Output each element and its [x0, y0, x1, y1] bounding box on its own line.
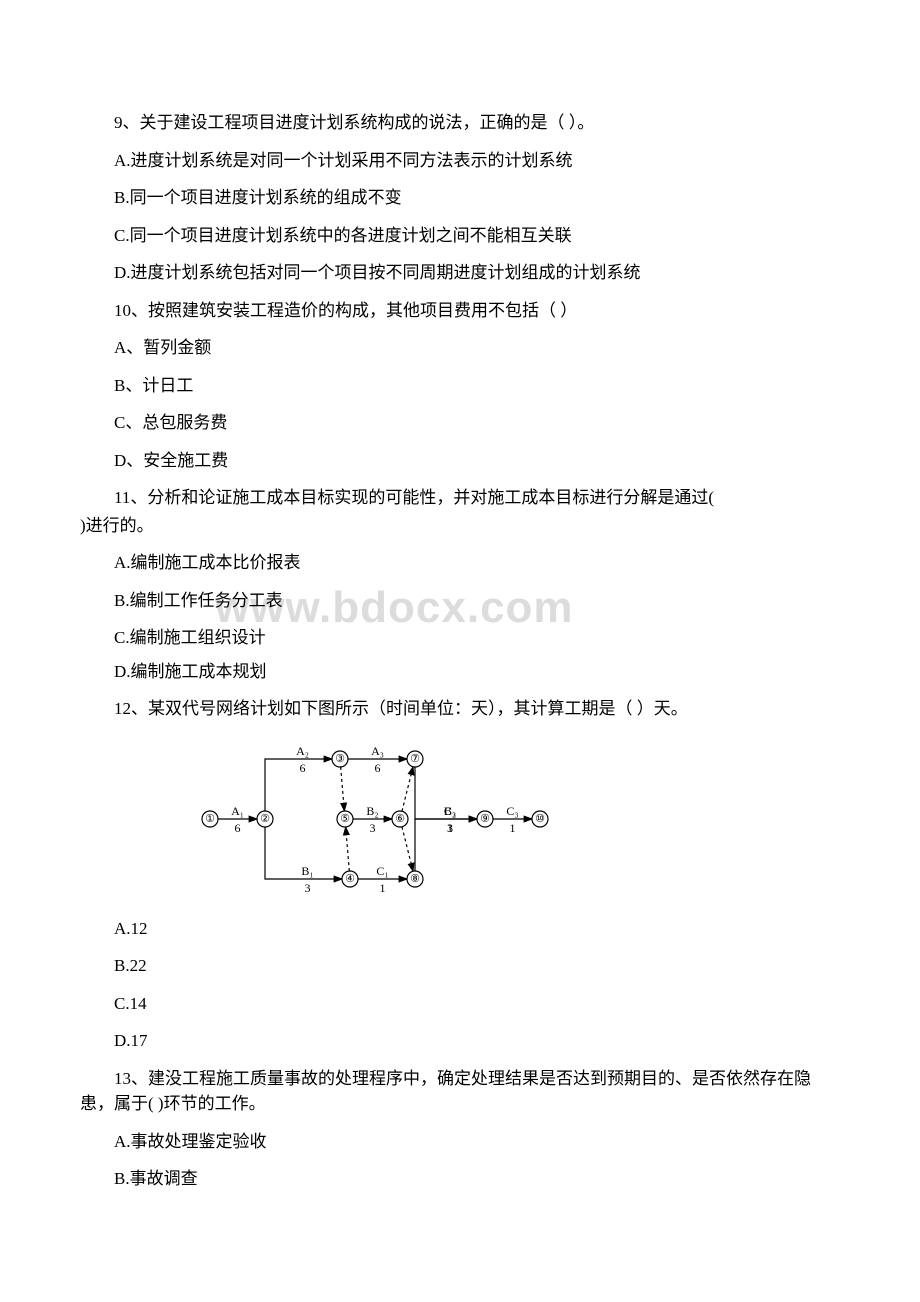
svg-text:C₁: C₁: [376, 864, 388, 878]
q12-option-b: B.22: [80, 953, 840, 979]
q9-option-b: B.同一个项目进度计划系统的组成不变: [80, 185, 840, 211]
svg-text:A₃: A₃: [371, 744, 384, 758]
document-content: 9、关于建设工程项目进度计划系统构成的说法，正确的是（ ）。 A.进度计划系统是…: [80, 110, 840, 1192]
svg-text:④: ④: [345, 873, 355, 885]
q13-option-b: B.事故调查: [80, 1166, 840, 1192]
q10-option-c: C、总包服务费: [80, 410, 840, 436]
svg-text:6: 6: [235, 821, 241, 835]
svg-text:①: ①: [205, 813, 215, 825]
svg-text:3: 3: [305, 881, 311, 895]
svg-text:⑩: ⑩: [535, 813, 545, 825]
q13-option-a: A.事故处理鉴定验收: [80, 1129, 840, 1155]
q10-option-a: A、暂列金额: [80, 335, 840, 361]
svg-text:B₁: B₁: [301, 864, 313, 878]
q12-option-a: A.12: [80, 916, 840, 942]
q9-stem: 9、关于建设工程项目进度计划系统构成的说法，正确的是（ ）。: [80, 110, 840, 136]
q11-option-c: C.编制施工组织设计: [80, 625, 840, 651]
q9-option-c: C.同一个项目进度计划系统中的各进度计划之间不能相互关联: [80, 223, 840, 249]
svg-text:A₁: A₁: [231, 804, 244, 818]
q13-stem: 13、建没工程施工质量事故的处理程序中，确定处理结果是否达到预期目的、是否依然存…: [80, 1066, 840, 1117]
q11-stem-line1: 11、分析和论证施工成本目标实现的可能性，并对施工成本目标进行分解是通过(: [80, 485, 840, 511]
q12-option-c: C.14: [80, 991, 840, 1017]
q11-option-d: D.编制施工成本规划: [80, 659, 840, 685]
q11-stem-line2: )进行的。: [80, 513, 840, 539]
svg-text:⑧: ⑧: [410, 873, 420, 885]
svg-text:3: 3: [370, 821, 376, 835]
svg-text:1: 1: [447, 821, 453, 835]
svg-text:C₂: C₂: [444, 804, 456, 818]
svg-text:6: 6: [375, 761, 381, 775]
svg-text:1: 1: [510, 821, 516, 835]
q10-option-d: D、安全施工费: [80, 448, 840, 474]
svg-text:⑦: ⑦: [410, 753, 420, 765]
svg-text:⑤: ⑤: [340, 813, 350, 825]
svg-text:B₂: B₂: [366, 804, 378, 818]
svg-text:⑨: ⑨: [480, 813, 490, 825]
q12-option-d: D.17: [80, 1028, 840, 1054]
q11-option-a: A.编制施工成本比价报表: [80, 550, 840, 576]
svg-text:③: ③: [335, 753, 345, 765]
svg-text:A₂: A₂: [296, 744, 309, 758]
network-diagram: A₁6A₂6B₁3A₃6B₂3C₁1B₃3C₂1C₃1①②③④⑤⑥⑦⑧⑨⑩: [190, 734, 570, 904]
svg-text:1: 1: [380, 881, 386, 895]
q10-stem: 10、按照建筑安装工程造价的构成，其他项目费用不包括（ ）: [80, 298, 840, 324]
svg-text:C₃: C₃: [506, 804, 518, 818]
q10-option-b: B、计日工: [80, 373, 840, 399]
q12-stem: 12、某双代号网络计划如下图所示（时间单位：天），其计算工期是（ ）天。: [80, 696, 840, 722]
svg-text:6: 6: [300, 761, 306, 775]
q9-option-a: A.进度计划系统是对同一个计划采用不同方法表示的计划系统: [80, 148, 840, 174]
q11-option-b: B.编制工作任务分工表: [80, 588, 840, 614]
q9-option-d: D.进度计划系统包括对同一个项目按不同周期进度计划组成的计划系统: [80, 260, 840, 286]
svg-text:⑥: ⑥: [395, 813, 405, 825]
svg-text:②: ②: [260, 813, 270, 825]
